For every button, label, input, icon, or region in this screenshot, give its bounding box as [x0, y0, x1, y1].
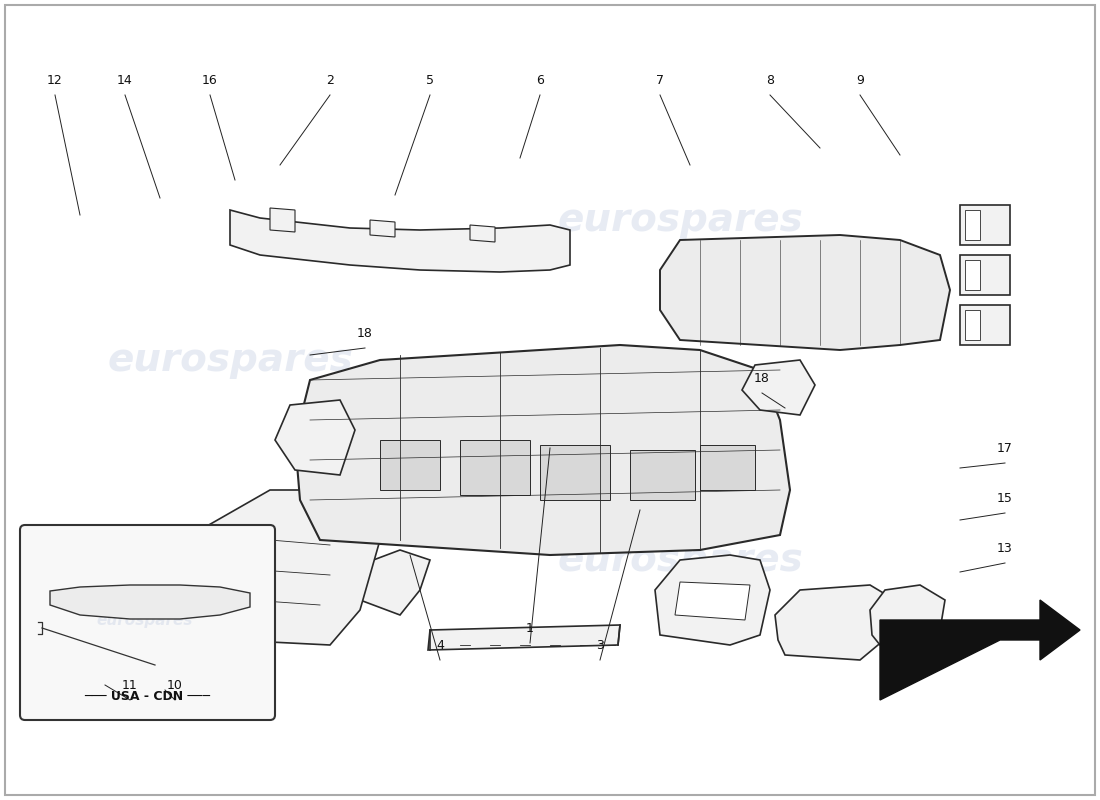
Text: 11: 11 — [122, 679, 138, 692]
Polygon shape — [965, 260, 980, 290]
Polygon shape — [965, 310, 980, 340]
Text: 12: 12 — [47, 74, 63, 87]
Text: 15: 15 — [997, 492, 1013, 505]
Text: 18: 18 — [358, 327, 373, 340]
Polygon shape — [50, 585, 250, 619]
Text: 9: 9 — [856, 74, 864, 87]
Polygon shape — [660, 235, 950, 350]
Text: eurospares: eurospares — [557, 541, 803, 579]
Polygon shape — [360, 550, 430, 615]
Polygon shape — [960, 305, 1010, 345]
Text: 5: 5 — [426, 74, 434, 87]
Polygon shape — [776, 585, 895, 660]
Polygon shape — [180, 490, 380, 645]
Polygon shape — [379, 440, 440, 490]
Polygon shape — [675, 582, 750, 620]
Text: eurospares: eurospares — [97, 613, 194, 627]
Text: 2: 2 — [326, 74, 334, 87]
Polygon shape — [140, 580, 185, 620]
Text: 6: 6 — [536, 74, 543, 87]
Polygon shape — [270, 208, 295, 232]
Text: eurospares: eurospares — [107, 581, 353, 619]
Polygon shape — [870, 585, 945, 652]
Polygon shape — [654, 555, 770, 645]
Polygon shape — [62, 560, 104, 600]
Text: 4: 4 — [436, 639, 444, 652]
Polygon shape — [960, 255, 1010, 295]
Polygon shape — [630, 450, 695, 500]
Text: 7: 7 — [656, 74, 664, 87]
Polygon shape — [470, 225, 495, 242]
Polygon shape — [540, 445, 611, 500]
Text: 18: 18 — [755, 372, 770, 385]
Polygon shape — [370, 220, 395, 237]
Polygon shape — [880, 600, 1080, 700]
Text: 10: 10 — [167, 679, 183, 692]
Text: 13: 13 — [997, 542, 1013, 555]
Text: 3: 3 — [596, 639, 604, 652]
FancyBboxPatch shape — [20, 525, 275, 720]
Polygon shape — [295, 345, 790, 555]
Text: eurospares: eurospares — [557, 201, 803, 239]
Text: 14: 14 — [117, 74, 133, 87]
Text: 16: 16 — [202, 74, 218, 87]
Polygon shape — [275, 400, 355, 475]
Polygon shape — [960, 205, 1010, 245]
Polygon shape — [428, 625, 620, 650]
Polygon shape — [210, 585, 260, 630]
Text: 17: 17 — [997, 442, 1013, 455]
Polygon shape — [742, 360, 815, 415]
Polygon shape — [700, 445, 755, 490]
Text: eurospares: eurospares — [107, 341, 353, 379]
Text: 8: 8 — [766, 74, 774, 87]
Text: 1: 1 — [526, 622, 534, 635]
Polygon shape — [965, 210, 980, 240]
Polygon shape — [230, 210, 570, 272]
Polygon shape — [460, 440, 530, 495]
Text: ─── USA - CDN ───: ─── USA - CDN ─── — [84, 690, 210, 703]
